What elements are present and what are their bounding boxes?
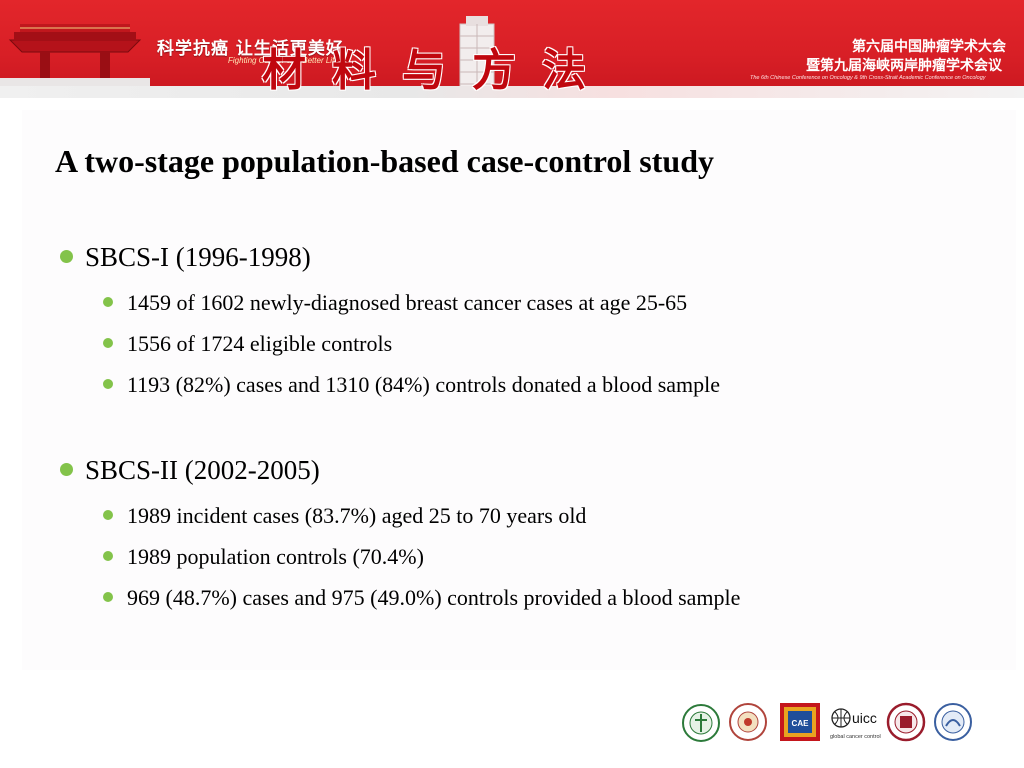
association-logo-1	[682, 704, 720, 742]
uicc-logo-text: uicc	[852, 710, 877, 726]
header-banner: 科学抗癌 让生活更美好 Fighting Cancer and Better L…	[0, 0, 1024, 98]
bullet-icon	[103, 379, 113, 389]
bullet-icon	[103, 592, 113, 602]
bullet-icon	[103, 551, 113, 561]
list-item: 1989 population controls (70.4%)	[103, 544, 424, 570]
list-item-text: 1989 incident cases (83.7%) aged 25 to 7…	[127, 503, 587, 528]
uicc-tagline: global cancer control	[830, 734, 881, 740]
list-item-text: 1989 population controls (70.4%)	[127, 544, 424, 569]
list-item-text: 1193 (82%) cases and 1310 (84%) controls…	[127, 372, 721, 397]
list-item-text: 969 (48.7%) cases and 975 (49.0%) contro…	[127, 585, 741, 610]
institute-emblem-logo	[934, 703, 972, 741]
list-item: 1459 of 1602 newly-diagnosed breast canc…	[103, 290, 687, 316]
header-slogan: 科学抗癌 让生活更美好	[157, 39, 344, 59]
cae-logo: CAE	[780, 703, 820, 741]
slide-heading: A two-stage population-based case-contro…	[55, 143, 714, 179]
university-seal-logo	[886, 702, 926, 742]
section-title-text: SBCS-II (2002-2005)	[85, 455, 320, 485]
bullet-icon	[60, 250, 73, 263]
sponsor-logos: CAE uicc global cancer control	[682, 702, 972, 742]
bullet-icon	[103, 510, 113, 520]
bullet-icon	[103, 338, 113, 348]
list-item-text: 1459 of 1602 newly-diagnosed breast canc…	[127, 290, 688, 315]
list-item: 1989 incident cases (83.7%) aged 25 to 7…	[103, 503, 586, 529]
slide-title: 材料与方法	[262, 45, 612, 96]
conference-name-line1: 第六届中国肿瘤学术大会	[852, 39, 1006, 55]
banner-bottom-strip	[0, 86, 1024, 98]
bullet-icon	[60, 463, 73, 476]
list-item: 1556 of 1724 eligible controls	[103, 331, 392, 357]
uicc-logo: uicc global cancer control	[830, 708, 881, 740]
header-slogan-english: Fighting Cancer and Better Life	[228, 56, 339, 65]
list-item: 1193 (82%) cases and 1310 (84%) controls…	[103, 372, 720, 398]
section-title: SBCS-II (2002-2005)	[60, 455, 320, 486]
list-item: 969 (48.7%) cases and 975 (49.0%) contro…	[103, 585, 740, 611]
section-title-text: SBCS-I (1996-1998)	[85, 242, 311, 272]
china-pavilion-graphic	[0, 24, 150, 88]
cae-logo-text: CAE	[792, 719, 810, 728]
conference-name-english: The 6th Chinese Conference on Oncology &…	[750, 75, 986, 81]
bullet-icon	[103, 297, 113, 307]
section-title: SBCS-I (1996-1998)	[60, 242, 311, 273]
content-area	[22, 110, 1016, 670]
tower-building-graphic	[459, 16, 495, 98]
list-item-text: 1556 of 1724 eligible controls	[127, 331, 393, 356]
association-logo-2	[729, 703, 767, 741]
conference-name-line2: 暨第九届海峡两岸肿瘤学术会议	[806, 58, 1002, 74]
